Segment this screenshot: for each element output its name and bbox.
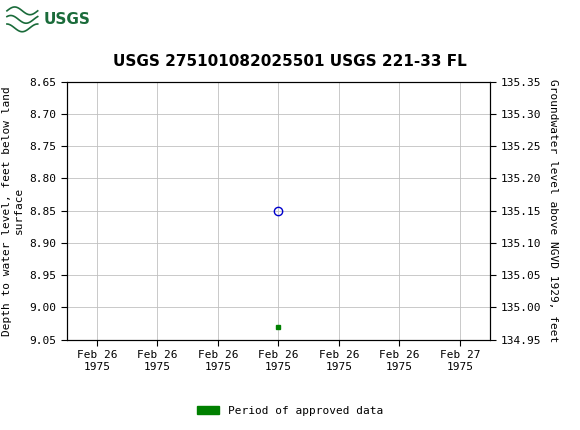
Legend: Period of approved data: Period of approved data <box>193 401 387 420</box>
Text: USGS 275101082025501 USGS 221-33 FL: USGS 275101082025501 USGS 221-33 FL <box>113 54 467 69</box>
Y-axis label: Depth to water level, feet below land
surface: Depth to water level, feet below land su… <box>2 86 24 335</box>
Bar <box>6 3 81 36</box>
Y-axis label: Groundwater level above NGVD 1929, feet: Groundwater level above NGVD 1929, feet <box>548 79 558 342</box>
Text: USGS: USGS <box>44 12 90 27</box>
